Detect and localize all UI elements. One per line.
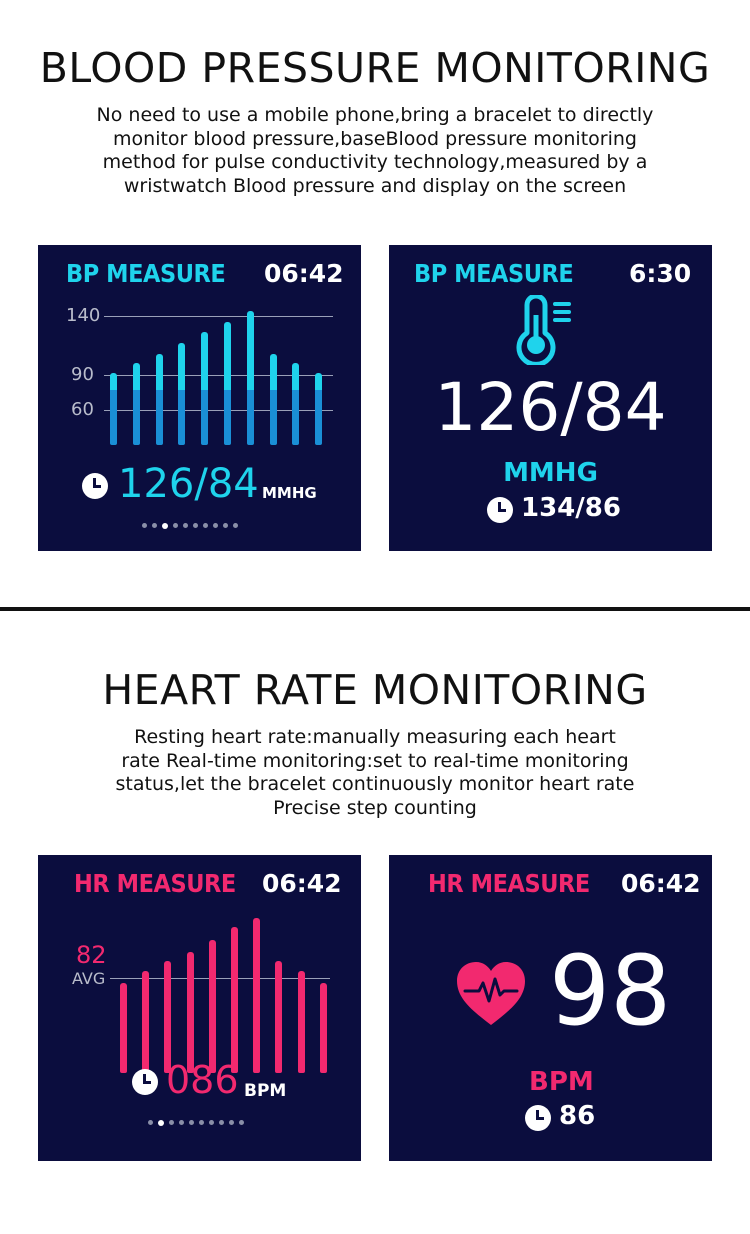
page-dot <box>193 523 198 528</box>
clock-icon <box>525 1105 551 1131</box>
screen-title: BP MEASURE <box>414 259 574 288</box>
screen-time: 06:42 <box>264 259 344 288</box>
clock-icon <box>487 497 513 523</box>
chart-bar <box>269 354 277 445</box>
page-dot <box>173 523 178 528</box>
chart-bar <box>142 971 150 1073</box>
page-dot <box>152 523 157 528</box>
hr-average-value: 82 <box>76 941 107 969</box>
screen-title: HR MEASURE <box>74 869 236 898</box>
hr-chart-screen: HR MEASURE 06:42 82 AVG 086 BPM <box>38 855 361 1161</box>
hr-desc-line: rate Real-time monitoring:set to real-ti… <box>121 749 629 772</box>
chart-bar <box>208 940 216 1073</box>
bp-section-description: No need to use a mobile phone,bring a br… <box>95 104 655 198</box>
chart-bar <box>231 927 238 1073</box>
hr-unit: BPM <box>244 1081 287 1101</box>
screen-time: 06:42 <box>262 869 342 898</box>
hr-average-label: AVG <box>72 969 106 988</box>
chart-bar <box>224 322 231 445</box>
page-dot <box>142 523 147 528</box>
hr-reading-large: 98 <box>549 935 672 1047</box>
chart-bar <box>275 961 283 1073</box>
tick-label: 140 <box>66 305 101 326</box>
bp-desc-line: No need to use a mobile phone,bring a br… <box>96 104 654 126</box>
page-dot <box>223 523 228 528</box>
chart-bar <box>132 363 140 445</box>
bp-unit: MMHG <box>262 484 317 502</box>
page-dot <box>179 1120 184 1125</box>
chart-bar <box>178 343 186 445</box>
page-dot <box>162 523 168 529</box>
gridline <box>104 410 333 411</box>
hr-section-title: HEART RATE MONITORING <box>102 666 648 714</box>
thermometer-icon <box>516 295 571 365</box>
chart-bar <box>120 983 127 1073</box>
hr-desc-line: Resting heart rate:manually measuring ea… <box>134 726 616 748</box>
tick-label: 90 <box>71 364 94 385</box>
chart-bar <box>253 918 261 1073</box>
average-line <box>110 978 330 979</box>
chart-bar <box>164 961 172 1073</box>
chart-bar <box>297 971 305 1073</box>
tick-label: 60 <box>71 399 94 420</box>
page-dot <box>189 1120 194 1125</box>
page-dot <box>199 1120 204 1125</box>
bp-desc-line: method for pulse conductivity technology… <box>102 151 648 173</box>
hr-unit: BPM <box>529 1067 594 1097</box>
clock-icon <box>132 1069 158 1095</box>
hr-section-description: Resting heart rate:manually measuring ea… <box>95 726 655 820</box>
gridline <box>104 316 333 317</box>
page-dot <box>229 1120 234 1125</box>
page-dot <box>209 1120 214 1125</box>
hr-desc-line: status,let the bracelet continuously mon… <box>115 773 635 795</box>
screen-title: HR MEASURE <box>428 869 590 898</box>
chart-bar <box>186 952 194 1073</box>
page-indicator <box>148 1120 244 1126</box>
bp-reading-large: 126/84 <box>434 369 667 446</box>
page-dot <box>148 1120 153 1125</box>
page-dot <box>203 523 208 528</box>
bp-reading-screen: BP MEASURE 6:30 126/84 MMHG 134/86 <box>389 245 712 551</box>
chart-bar <box>246 311 254 445</box>
hr-desc-line: Precise step counting <box>273 796 477 819</box>
chart-bar <box>155 354 163 445</box>
bp-last-reading: 134/86 <box>521 493 621 523</box>
chart-bar <box>315 373 323 445</box>
screen-title: BP MEASURE <box>66 259 226 288</box>
chart-bar <box>319 983 327 1073</box>
section-divider <box>0 607 750 611</box>
page-dot <box>169 1120 174 1125</box>
screen-time: 06:42 <box>621 869 701 898</box>
bp-section-title: BLOOD PRESSURE MONITORING <box>39 44 711 92</box>
bp-desc-line: wristwatch Blood pressure and display on… <box>123 174 627 197</box>
bp-desc-line: monitor blood pressure,baseBlood pressur… <box>113 127 637 150</box>
bp-chart-screen: BP MEASURE 06:42 140 90 60 126/84 MMHG <box>38 245 361 551</box>
chart-bar <box>110 373 117 445</box>
page-indicator <box>142 523 238 529</box>
page-dot <box>233 523 238 528</box>
hr-reading: 086 <box>166 1058 239 1102</box>
chart-bar <box>201 332 209 445</box>
gridline <box>104 375 333 376</box>
page-dot <box>213 523 218 528</box>
bp-reading: 126/84 <box>118 461 259 507</box>
hr-last-reading: 86 <box>559 1101 596 1131</box>
bp-unit: MMHG <box>503 458 598 488</box>
heart-pulse-icon <box>457 962 525 1025</box>
page-dot <box>219 1120 224 1125</box>
page-dot <box>239 1120 244 1125</box>
hr-reading-screen: HR MEASURE 06:42 98 BPM 86 <box>389 855 712 1161</box>
page-dot <box>158 1120 164 1126</box>
clock-icon <box>82 473 108 499</box>
chart-bar <box>292 363 300 445</box>
screen-time: 6:30 <box>629 259 692 288</box>
page-dot <box>183 523 188 528</box>
